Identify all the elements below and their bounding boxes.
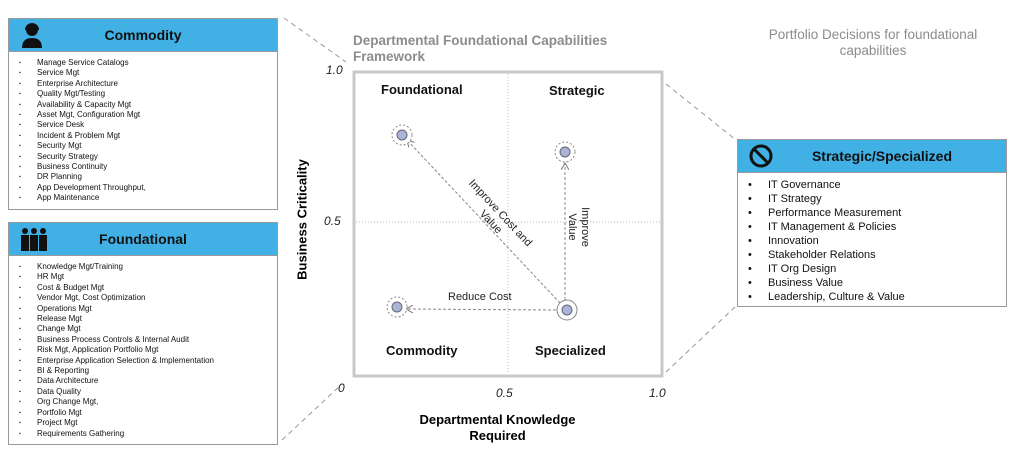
label-improve-value: Improve Value: [566, 207, 591, 247]
x-tick-mid: 0.5: [496, 386, 513, 400]
foundational-list: Knowledge Mgt/TrainingHR MgtCost & Budge…: [9, 256, 277, 439]
arrow-improve-cost-and-value: [407, 140, 561, 304]
strategic-list: IT GovernanceIT StrategyPerformance Meas…: [738, 173, 1006, 304]
commodity-title: Commodity: [104, 27, 182, 43]
list-item: Business Process Controls & Internal Aud…: [9, 335, 277, 346]
quadrant-strategic: Strategic: [549, 83, 605, 98]
list-item: Leadership, Culture & Value: [738, 290, 1006, 304]
list-item: IT Governance: [738, 178, 1006, 192]
list-item: Business Value: [738, 276, 1006, 290]
node-commodity: [386, 296, 408, 318]
list-item: Enterprise Application Selection & Imple…: [9, 356, 277, 367]
list-item: Incident & Problem Mgt: [9, 131, 277, 142]
list-item: Project Mgt: [9, 418, 277, 429]
list-item: Innovation: [738, 234, 1006, 248]
y-tick-origin: 0: [338, 381, 345, 395]
list-item: Operations Mgt: [9, 304, 277, 315]
list-item: DR Planning: [9, 172, 277, 183]
list-item: Manage Service Catalogs: [9, 58, 277, 69]
list-item: IT Strategy: [738, 192, 1006, 206]
list-item: Enterprise Architecture: [9, 79, 277, 90]
list-item: App Development Throughput,: [9, 183, 277, 194]
node-specialized: [556, 299, 578, 321]
people-group-icon: [19, 226, 49, 257]
list-item: Service Mgt: [9, 68, 277, 79]
commodity-panel: Commodity Manage Service CatalogsService…: [8, 18, 278, 210]
support-agent-icon: [19, 22, 47, 53]
list-item: Cost & Budget Mgt: [9, 283, 277, 294]
list-item: Data Architecture: [9, 376, 277, 387]
list-item: Performance Measurement: [738, 206, 1006, 220]
y-tick-top: 1.0: [326, 63, 343, 77]
list-item: Vendor Mgt, Cost Optimization: [9, 293, 277, 304]
list-item: Risk Mgt, Application Portfolio Mgt: [9, 345, 277, 356]
list-item: IT Management & Policies: [738, 220, 1006, 234]
list-item: Release Mgt: [9, 314, 277, 325]
list-item: Service Desk: [9, 120, 277, 131]
foundational-panel: Foundational Knowledge Mgt/TrainingHR Mg…: [8, 222, 278, 445]
quadrant-specialized: Specialized: [535, 343, 606, 358]
list-item: Stakeholder Relations: [738, 248, 1006, 262]
list-item: Portfolio Mgt: [9, 408, 277, 419]
no-entry-icon: [748, 143, 774, 174]
x-tick-end: 1.0: [649, 386, 666, 400]
node-foundational: [391, 124, 413, 146]
list-item: Business Continuity: [9, 162, 277, 173]
y-tick-mid: 0.5: [324, 214, 341, 228]
strategic-panel: Strategic/Specialized IT GovernanceIT St…: [737, 139, 1007, 307]
foundational-title: Foundational: [99, 231, 187, 247]
list-item: Quality Mgt/Testing: [9, 89, 277, 100]
list-item: App Maintenance: [9, 193, 277, 204]
commodity-list: Manage Service CatalogsService MgtEnterp…: [9, 52, 277, 204]
list-item: Data Quality: [9, 387, 277, 398]
node-strategic: [554, 141, 576, 163]
list-item: Availability & Capacity Mgt: [9, 100, 277, 111]
list-item: Change Mgt: [9, 324, 277, 335]
quadrant-foundational: Foundational: [381, 82, 463, 97]
list-item: Security Mgt: [9, 141, 277, 152]
arrow-reduce-cost: [406, 309, 557, 310]
portfolio-title: Portfolio Decisions for foundational cap…: [768, 27, 978, 58]
label-reduce-cost: Reduce Cost: [448, 291, 512, 303]
quadrant-commodity: Commodity: [386, 343, 458, 358]
nodes: [386, 124, 578, 321]
list-item: HR Mgt: [9, 272, 277, 283]
x-axis-label: Departmental Knowledge Required: [419, 412, 576, 443]
list-item: Org Change Mgt,: [9, 397, 277, 408]
framework-title: Departmental Foundational Capabilities F…: [353, 33, 608, 64]
strategic-title: Strategic/Specialized: [811, 148, 953, 164]
list-item: IT Org Design: [738, 262, 1006, 276]
framework-frame: [352, 70, 664, 378]
list-item: Requirements Gathering: [9, 429, 277, 440]
list-item: Knowledge Mgt/Training: [9, 262, 277, 273]
list-item: Asset Mgt, Configuration Mgt: [9, 110, 277, 121]
y-axis-label: Business Criticality: [294, 159, 310, 280]
list-item: Security Strategy: [9, 152, 277, 163]
list-item: BI & Reporting: [9, 366, 277, 377]
